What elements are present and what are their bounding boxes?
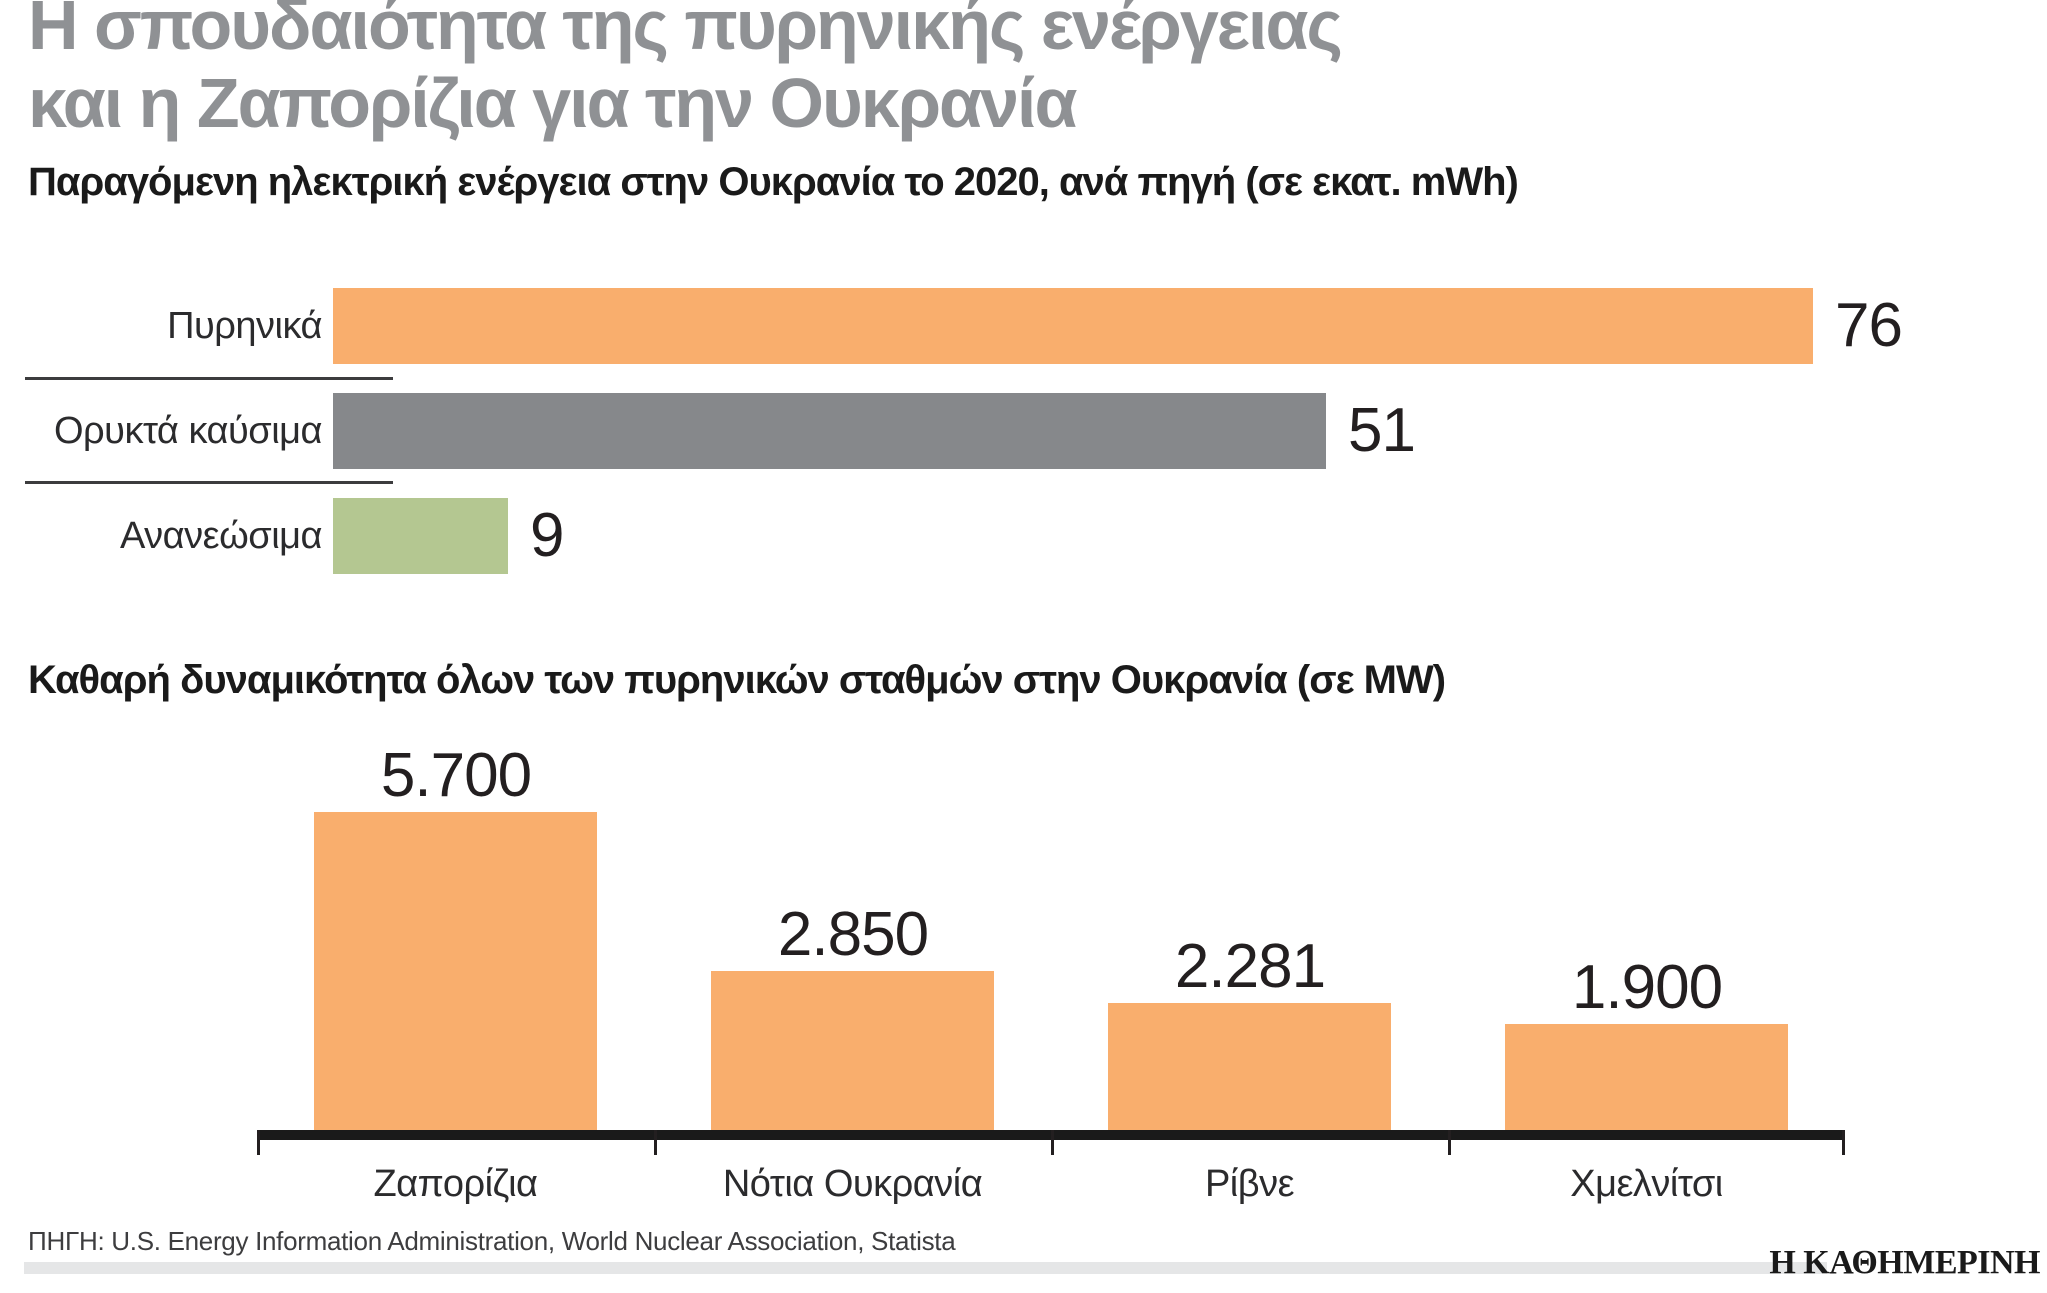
chart2-bar-khmelnytskyi <box>1505 1024 1788 1130</box>
page-title: Η σπουδαιότητα της πυρηνικής ενέργειας κ… <box>28 0 1343 142</box>
axis-tick <box>654 1130 657 1155</box>
chart1-subtitle: Παραγόμενη ηλεκτρική ενέργεια στην Ουκρα… <box>28 160 1519 204</box>
chart2-label-khmelnytskyi: Χμελνίτσι <box>1570 1163 1723 1205</box>
chart2-value-rivne: 2.281 <box>1174 932 1326 1001</box>
chart2-label-zaporizhzhia: Ζαπορίζια <box>373 1163 538 1205</box>
chart2-value-zaporizhzhia: 5.700 <box>380 741 532 810</box>
chart1-bar-renewables <box>333 498 508 574</box>
source-note: ΠΗΓΗ: U.S. Energy Information Administra… <box>28 1226 956 1256</box>
chart2-subtitle: Καθαρή δυναμικότητα όλων των πυρηνικών σ… <box>28 658 1446 702</box>
chart1-value-fossil: 51 <box>1348 396 1416 465</box>
row-divider <box>25 481 393 484</box>
chart2-label-south-ukraine: Νότια Ουκρανία <box>722 1163 983 1205</box>
page-title-line1: Η σπουδαιότητα της πυρηνικής ενέργειας <box>28 0 1343 64</box>
publisher-logo: Η ΚΑΘΗΜΕΡΙΝΗ <box>1769 1244 2040 1281</box>
chart1-value-nuclear: 76 <box>1835 291 1903 360</box>
chart1-label-renewables: Ανανεώσιμα <box>120 515 323 557</box>
chart1-value-renewables: 9 <box>530 501 564 570</box>
page-title-line2: και η Ζαπορίζια για την Ουκρανία <box>28 64 1077 142</box>
row-divider <box>25 377 393 380</box>
chart1-bar-fossil <box>333 393 1326 469</box>
chart2-value-khmelnytskyi: 1.900 <box>1571 953 1723 1022</box>
chart2-bar-rivne <box>1108 1003 1391 1130</box>
chart1-label-fossil: Ορυκτά καύσιμα <box>54 410 323 452</box>
axis-tick <box>1448 1130 1451 1155</box>
chart2-bar-zaporizhzhia <box>314 812 597 1130</box>
chart2-label-rivne: Ρίβνε <box>1204 1163 1295 1205</box>
axis-tick <box>1051 1130 1054 1155</box>
chart2-value-south-ukraine: 2.850 <box>777 900 929 969</box>
footer-strip <box>24 1262 1827 1274</box>
chart1-bar-nuclear <box>333 288 1813 364</box>
axis-tick <box>1842 1130 1845 1155</box>
axis-tick <box>257 1130 260 1155</box>
chart1-label-nuclear: Πυρηνικά <box>167 305 322 347</box>
chart2-bar-south-ukraine <box>711 971 994 1130</box>
